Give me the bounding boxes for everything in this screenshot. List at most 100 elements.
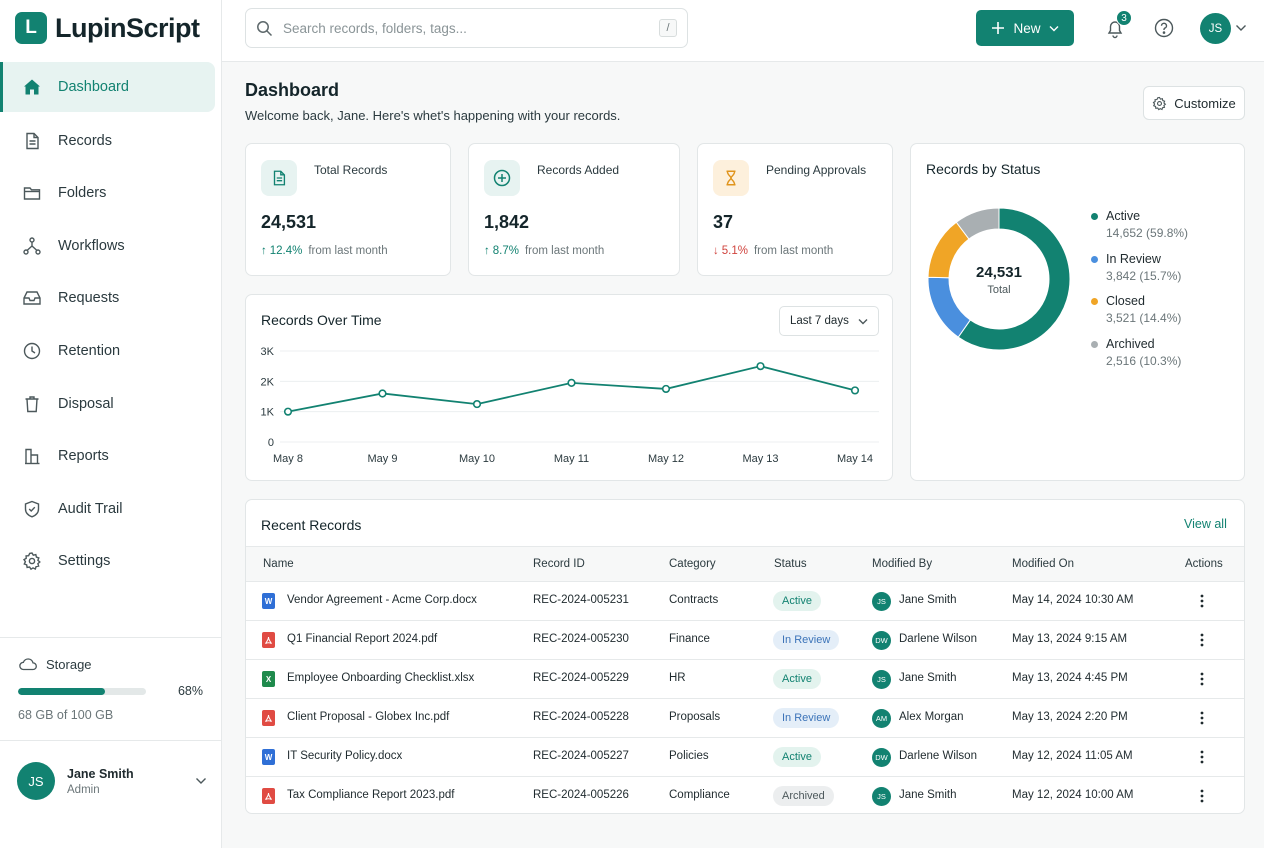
app-logo[interactable]: L LupinScript: [15, 12, 200, 44]
column-header-status[interactable]: Status: [774, 558, 807, 570]
topbar: Search records, folders, tags... / New 3…: [222, 0, 1264, 62]
customize-button[interactable]: Customize: [1143, 86, 1245, 120]
record-id: REC-2024-005229: [533, 672, 629, 684]
sidebar-item-workflows[interactable]: Workflows: [0, 220, 222, 272]
table-row[interactable]: X Employee Onboarding Checklist.xlsx REC-2…: [246, 660, 1244, 699]
data-point[interactable]: [567, 378, 576, 387]
record-category: Proposals: [669, 711, 721, 723]
file-name[interactable]: Tax Compliance Report 2023.pdf: [287, 789, 455, 801]
hourglass-icon: [726, 170, 736, 186]
word-file-icon: W: [262, 749, 275, 765]
donut-slice-active[interactable]: [957, 207, 1071, 351]
record-category: Compliance: [669, 789, 730, 801]
bell-icon[interactable]: [1104, 17, 1126, 39]
sidebar-item-audit-trail[interactable]: Audit Trail: [0, 483, 222, 535]
file-name[interactable]: Client Proposal - Globex Inc.pdf: [287, 711, 450, 723]
app-name: LupinScript: [55, 12, 200, 43]
column-header-modified-on[interactable]: Modified On: [1012, 558, 1075, 570]
more-actions-icon[interactable]: [1194, 593, 1210, 609]
sidebar-item-records[interactable]: Records: [0, 115, 222, 167]
avatar: DW: [872, 748, 891, 767]
file-name[interactable]: Q1 Financial Report 2024.pdf: [287, 633, 438, 645]
stat-delta-text: from last month: [753, 245, 834, 257]
more-actions-icon[interactable]: [1194, 671, 1210, 687]
more-actions-icon[interactable]: [1194, 632, 1210, 648]
sidebar-item-reports[interactable]: Reports: [0, 430, 222, 482]
modified-by: Jane Smith: [899, 594, 957, 606]
table-row[interactable]: Client Proposal - Globex Inc.pdf REC-2024…: [246, 699, 1244, 738]
data-point[interactable]: [472, 399, 482, 409]
record-category: HR: [669, 672, 686, 684]
file-name[interactable]: Vendor Agreement - Acme Corp.docx: [287, 594, 477, 606]
data-point[interactable]: [378, 389, 387, 398]
more-actions-icon[interactable]: [1194, 710, 1210, 726]
sidebar-item-disposal[interactable]: Disposal: [0, 378, 222, 430]
more-actions-icon[interactable]: [1194, 749, 1210, 765]
sidebar-item-label: Records: [58, 132, 112, 149]
legend-dot: [1091, 340, 1098, 348]
data-point[interactable]: [850, 386, 860, 395]
legend-value: 14,652 (59.8%): [1106, 226, 1189, 240]
sidebar-item-label: Audit Trail: [58, 500, 123, 517]
column-header-name[interactable]: Name: [263, 558, 294, 570]
chevron-down-icon[interactable]: [1235, 24, 1247, 32]
more-actions-icon[interactable]: [1194, 788, 1210, 804]
data-point[interactable]: [661, 384, 671, 394]
file-name[interactable]: Employee Onboarding Checklist.xlsx: [287, 672, 475, 684]
user-menu[interactable]: JS Jane Smith Admin: [17, 762, 207, 800]
search-input[interactable]: Search records, folders, tags... /: [245, 8, 688, 48]
table-row[interactable]: W Vendor Agreement - Acme Corp.docx REC-20…: [246, 582, 1244, 621]
view-all-link[interactable]: View all: [1184, 517, 1227, 531]
stat-delta: ↑ 8.7% from last month: [484, 245, 604, 257]
modified-on: May 13, 2024 4:45 PM: [1012, 672, 1128, 684]
sidebar-item-label: Settings: [58, 553, 111, 570]
status-badge: Active: [773, 747, 821, 767]
sidebar-item-retention[interactable]: Retention: [0, 325, 222, 377]
word-file-icon: W: [262, 593, 275, 609]
modified-by: Darlene Wilson: [899, 633, 977, 645]
modified-on: May 14, 2024 10:30 AM: [1012, 594, 1134, 606]
sidebar-item-label: Disposal: [58, 395, 114, 412]
table-row[interactable]: Q1 Financial Report 2024.pdf REC-2024-005…: [246, 621, 1244, 660]
column-header-record-id[interactable]: Record ID: [533, 558, 585, 570]
sidebar-item-dashboard[interactable]: Dashboard: [0, 62, 215, 112]
sidebar-item-requests[interactable]: Requests: [0, 272, 222, 324]
avatar: JS: [872, 787, 891, 806]
chevron-down-icon[interactable]: [195, 777, 207, 785]
sidebar-item-folders[interactable]: Folders: [0, 167, 222, 219]
record-id: REC-2024-005226: [533, 789, 629, 801]
home-icon: [24, 79, 40, 95]
x-tick-label: May 10: [459, 453, 495, 465]
gear-icon: [1152, 96, 1167, 110]
notification-badge: 3: [1116, 10, 1132, 26]
table-row[interactable]: W IT Security Policy.docx REC-2024-005227 P…: [246, 738, 1244, 777]
workflow-icon: [23, 237, 41, 255]
data-point[interactable]: [283, 407, 293, 416]
donut-chart: [927, 207, 1071, 351]
document-icon: [273, 170, 286, 186]
legend-value: 2,516 (10.3%): [1106, 354, 1182, 368]
table-row[interactable]: Tax Compliance Report 2023.pdf REC-2024-0…: [246, 777, 1244, 813]
storage-bar-row: 68%: [18, 684, 203, 698]
avatar[interactable]: JS: [1200, 13, 1231, 44]
legend-value: 3,842 (15.7%): [1106, 269, 1182, 283]
trash-icon: [25, 395, 39, 412]
date-range-select[interactable]: Last 7 days: [779, 306, 879, 336]
x-tick-label: May 12: [648, 453, 684, 465]
sidebar-item-settings[interactable]: Settings: [0, 535, 222, 587]
stat-delta-text: from last month: [308, 245, 388, 257]
legend-label: Archived: [1106, 337, 1155, 351]
status-badge: In Review: [773, 630, 840, 650]
file-name[interactable]: IT Security Policy.docx: [287, 750, 403, 762]
help-icon[interactable]: [1154, 18, 1174, 38]
new-button[interactable]: New: [976, 10, 1074, 46]
line-chart-card: Records Over Time Last 7 days 0 1K 2K 3K May…: [245, 294, 893, 481]
x-tick-label: May 13: [742, 453, 778, 465]
arrow-up-icon: ↑: [484, 245, 490, 257]
column-header-modified-by[interactable]: Modified By: [872, 558, 933, 570]
donut-slice-archived[interactable]: [955, 207, 1000, 240]
donut-center: 24,531 Total: [919, 264, 1079, 296]
column-header-category[interactable]: Category: [669, 558, 716, 570]
data-point[interactable]: [756, 362, 765, 371]
legend-item-in-review: In Review 3,842 (15.7%): [1091, 252, 1181, 283]
